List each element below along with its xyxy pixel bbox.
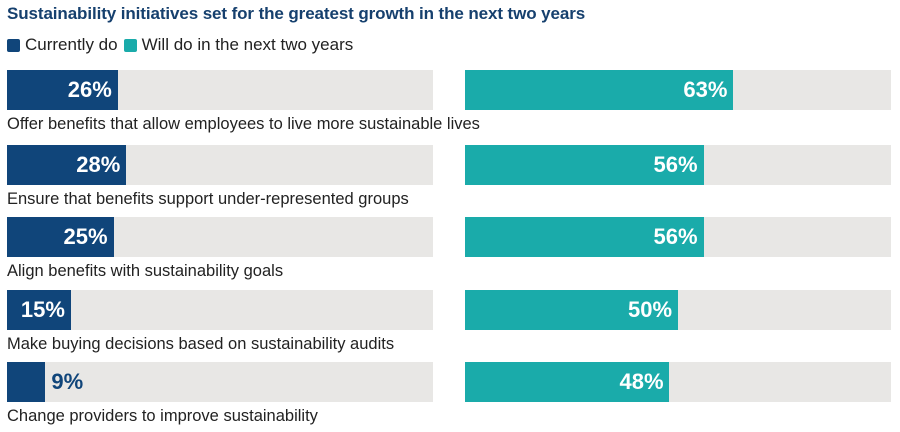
data-label: 9% bbox=[51, 369, 84, 394]
legend-label-currently-do: Currently do bbox=[25, 35, 118, 54]
data-label: 25% bbox=[63, 224, 108, 249]
data-label: 15% bbox=[20, 297, 65, 322]
data-label: 63% bbox=[683, 77, 728, 102]
bar-track-currently-do: 25% bbox=[7, 217, 433, 257]
bar-currently-do bbox=[7, 70, 118, 110]
category-label: Change providers to improve sustainabili… bbox=[7, 407, 318, 425]
legend-swatch-will-do bbox=[123, 38, 137, 52]
category-label: Offer benefits that allow employees to l… bbox=[7, 115, 480, 133]
bar-track-will-do-in-the-next-two-years: 63% bbox=[465, 70, 891, 110]
bar-currently-do bbox=[7, 290, 71, 330]
legend-item-currently-do: Currently do bbox=[7, 35, 118, 55]
data-label: 48% bbox=[619, 369, 664, 394]
bar-track-will-do-in-the-next-two-years: 50% bbox=[465, 290, 891, 330]
bar-track-currently-do: 26% bbox=[7, 70, 433, 110]
category-label: Align benefits with sustainability goals bbox=[7, 262, 284, 280]
chart-title: Sustainability initiatives set for the g… bbox=[7, 4, 586, 23]
bar-track-will-do-in-the-next-two-years: 56% bbox=[465, 217, 891, 257]
bar-track-currently-do: 9% bbox=[7, 362, 433, 402]
category-label: Make buying decisions based on sustainab… bbox=[7, 335, 395, 353]
bar-will-do-in-the-next-two-years bbox=[465, 217, 704, 257]
bar-will-do-in-the-next-two-years bbox=[465, 362, 670, 402]
bar-track-will-do-in-the-next-two-years: 56% bbox=[465, 145, 891, 185]
data-label: 28% bbox=[76, 152, 121, 177]
category-label: Ensure that benefits support under-repre… bbox=[7, 190, 409, 208]
bar-will-do-in-the-next-two-years bbox=[465, 145, 704, 185]
bar-currently-do bbox=[7, 217, 114, 257]
data-label: 50% bbox=[628, 297, 673, 322]
data-label: 56% bbox=[653, 152, 698, 177]
bar-currently-do bbox=[7, 362, 46, 402]
data-label: 56% bbox=[653, 224, 698, 249]
legend-label-will-do: Will do in the next two years bbox=[141, 35, 354, 54]
bar-track-currently-do: 15% bbox=[7, 290, 433, 330]
bar-track-will-do-in-the-next-two-years: 48% bbox=[465, 362, 891, 402]
legend-swatch-currently-do bbox=[7, 38, 20, 52]
bar-will-do-in-the-next-two-years bbox=[465, 290, 678, 330]
data-label: 26% bbox=[67, 77, 112, 102]
bar-will-do-in-the-next-two-years bbox=[465, 70, 734, 110]
legend: Currently do Will do in the next two yea… bbox=[7, 35, 359, 55]
legend-item-will-do: Will do in the next two years bbox=[123, 35, 354, 55]
bar-track-currently-do: 28% bbox=[7, 145, 433, 185]
bar-currently-do bbox=[7, 145, 127, 185]
